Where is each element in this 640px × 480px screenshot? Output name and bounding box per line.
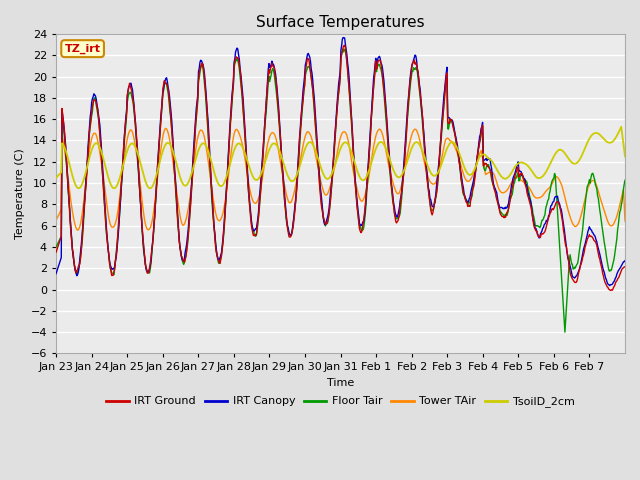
Y-axis label: Temperature (C): Temperature (C)	[15, 148, 25, 239]
Text: TZ_irt: TZ_irt	[65, 44, 100, 54]
X-axis label: Time: Time	[327, 378, 354, 388]
Title: Surface Temperatures: Surface Temperatures	[256, 15, 425, 30]
Legend: IRT Ground, IRT Canopy, Floor Tair, Tower TAir, TsoilD_2cm: IRT Ground, IRT Canopy, Floor Tair, Towe…	[102, 392, 579, 412]
